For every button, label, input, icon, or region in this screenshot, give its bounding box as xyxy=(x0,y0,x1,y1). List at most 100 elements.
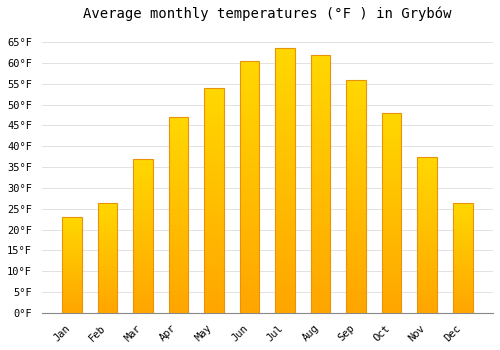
Bar xyxy=(311,140,330,142)
Bar xyxy=(453,308,472,309)
Bar xyxy=(62,294,82,295)
Bar xyxy=(169,139,188,141)
Bar xyxy=(311,122,330,124)
Bar xyxy=(382,167,402,169)
Bar xyxy=(346,177,366,180)
Bar xyxy=(240,227,260,230)
Bar xyxy=(453,223,472,224)
Bar xyxy=(169,137,188,139)
Bar xyxy=(98,216,117,217)
Bar xyxy=(418,180,437,182)
Bar xyxy=(204,90,224,92)
Bar xyxy=(382,265,402,267)
Bar xyxy=(311,246,330,248)
Bar xyxy=(204,279,224,281)
Bar xyxy=(98,268,117,269)
Bar xyxy=(346,147,366,149)
Bar xyxy=(382,305,402,307)
Bar xyxy=(240,109,260,111)
Bar xyxy=(382,253,402,255)
Bar xyxy=(382,211,402,213)
Bar xyxy=(240,154,260,157)
Bar xyxy=(311,266,330,269)
Bar xyxy=(62,261,82,262)
Bar xyxy=(204,158,224,160)
Bar xyxy=(169,117,188,313)
Bar xyxy=(169,286,188,288)
Bar xyxy=(204,252,224,254)
Bar xyxy=(133,213,153,214)
Bar xyxy=(169,311,188,313)
Bar xyxy=(382,245,402,247)
Bar xyxy=(240,222,260,225)
Bar xyxy=(346,206,366,208)
Bar xyxy=(62,306,82,307)
Bar xyxy=(62,287,82,288)
Bar xyxy=(453,215,472,216)
Bar xyxy=(204,99,224,102)
Bar xyxy=(276,138,295,141)
Bar xyxy=(346,264,366,266)
Bar xyxy=(240,270,260,273)
Bar xyxy=(276,106,295,109)
Bar xyxy=(382,123,402,125)
Bar xyxy=(98,304,117,305)
Bar xyxy=(204,110,224,113)
Bar xyxy=(133,162,153,163)
Bar xyxy=(311,130,330,132)
Bar xyxy=(382,299,402,301)
Bar xyxy=(240,126,260,129)
Bar xyxy=(346,236,366,238)
Bar xyxy=(418,265,437,266)
Bar xyxy=(62,264,82,265)
Bar xyxy=(276,276,295,279)
Bar xyxy=(276,218,295,220)
Bar xyxy=(133,203,153,205)
Bar xyxy=(453,219,472,220)
Bar xyxy=(98,203,117,204)
Bar xyxy=(418,305,437,307)
Bar xyxy=(240,136,260,139)
Bar xyxy=(98,234,117,236)
Bar xyxy=(204,142,224,144)
Bar xyxy=(98,310,117,311)
Bar xyxy=(276,263,295,265)
Bar xyxy=(382,135,402,137)
Bar xyxy=(98,228,117,229)
Bar xyxy=(240,68,260,71)
Bar xyxy=(276,183,295,186)
Bar xyxy=(98,224,117,225)
Bar xyxy=(418,260,437,261)
Bar xyxy=(98,210,117,211)
Bar xyxy=(346,191,366,194)
Bar xyxy=(276,241,295,244)
Bar xyxy=(276,181,295,183)
Bar xyxy=(240,288,260,290)
Bar xyxy=(276,136,295,138)
Bar xyxy=(169,211,188,213)
Bar xyxy=(98,267,117,268)
Bar xyxy=(133,159,153,313)
Bar xyxy=(418,185,437,187)
Bar xyxy=(311,55,330,313)
Bar xyxy=(133,292,153,293)
Bar xyxy=(418,215,437,216)
Bar xyxy=(240,268,260,270)
Bar xyxy=(62,230,82,231)
Bar xyxy=(98,276,117,278)
Bar xyxy=(204,225,224,228)
Bar xyxy=(276,120,295,122)
Bar xyxy=(346,290,366,292)
Bar xyxy=(98,273,117,274)
Bar xyxy=(98,295,117,296)
Bar xyxy=(169,307,188,309)
Bar xyxy=(346,297,366,299)
Bar xyxy=(418,160,437,161)
Bar xyxy=(276,271,295,273)
Bar xyxy=(133,278,153,279)
Bar xyxy=(382,233,402,235)
Bar xyxy=(62,258,82,259)
Bar xyxy=(382,143,402,145)
Bar xyxy=(62,281,82,282)
Bar xyxy=(204,205,224,207)
